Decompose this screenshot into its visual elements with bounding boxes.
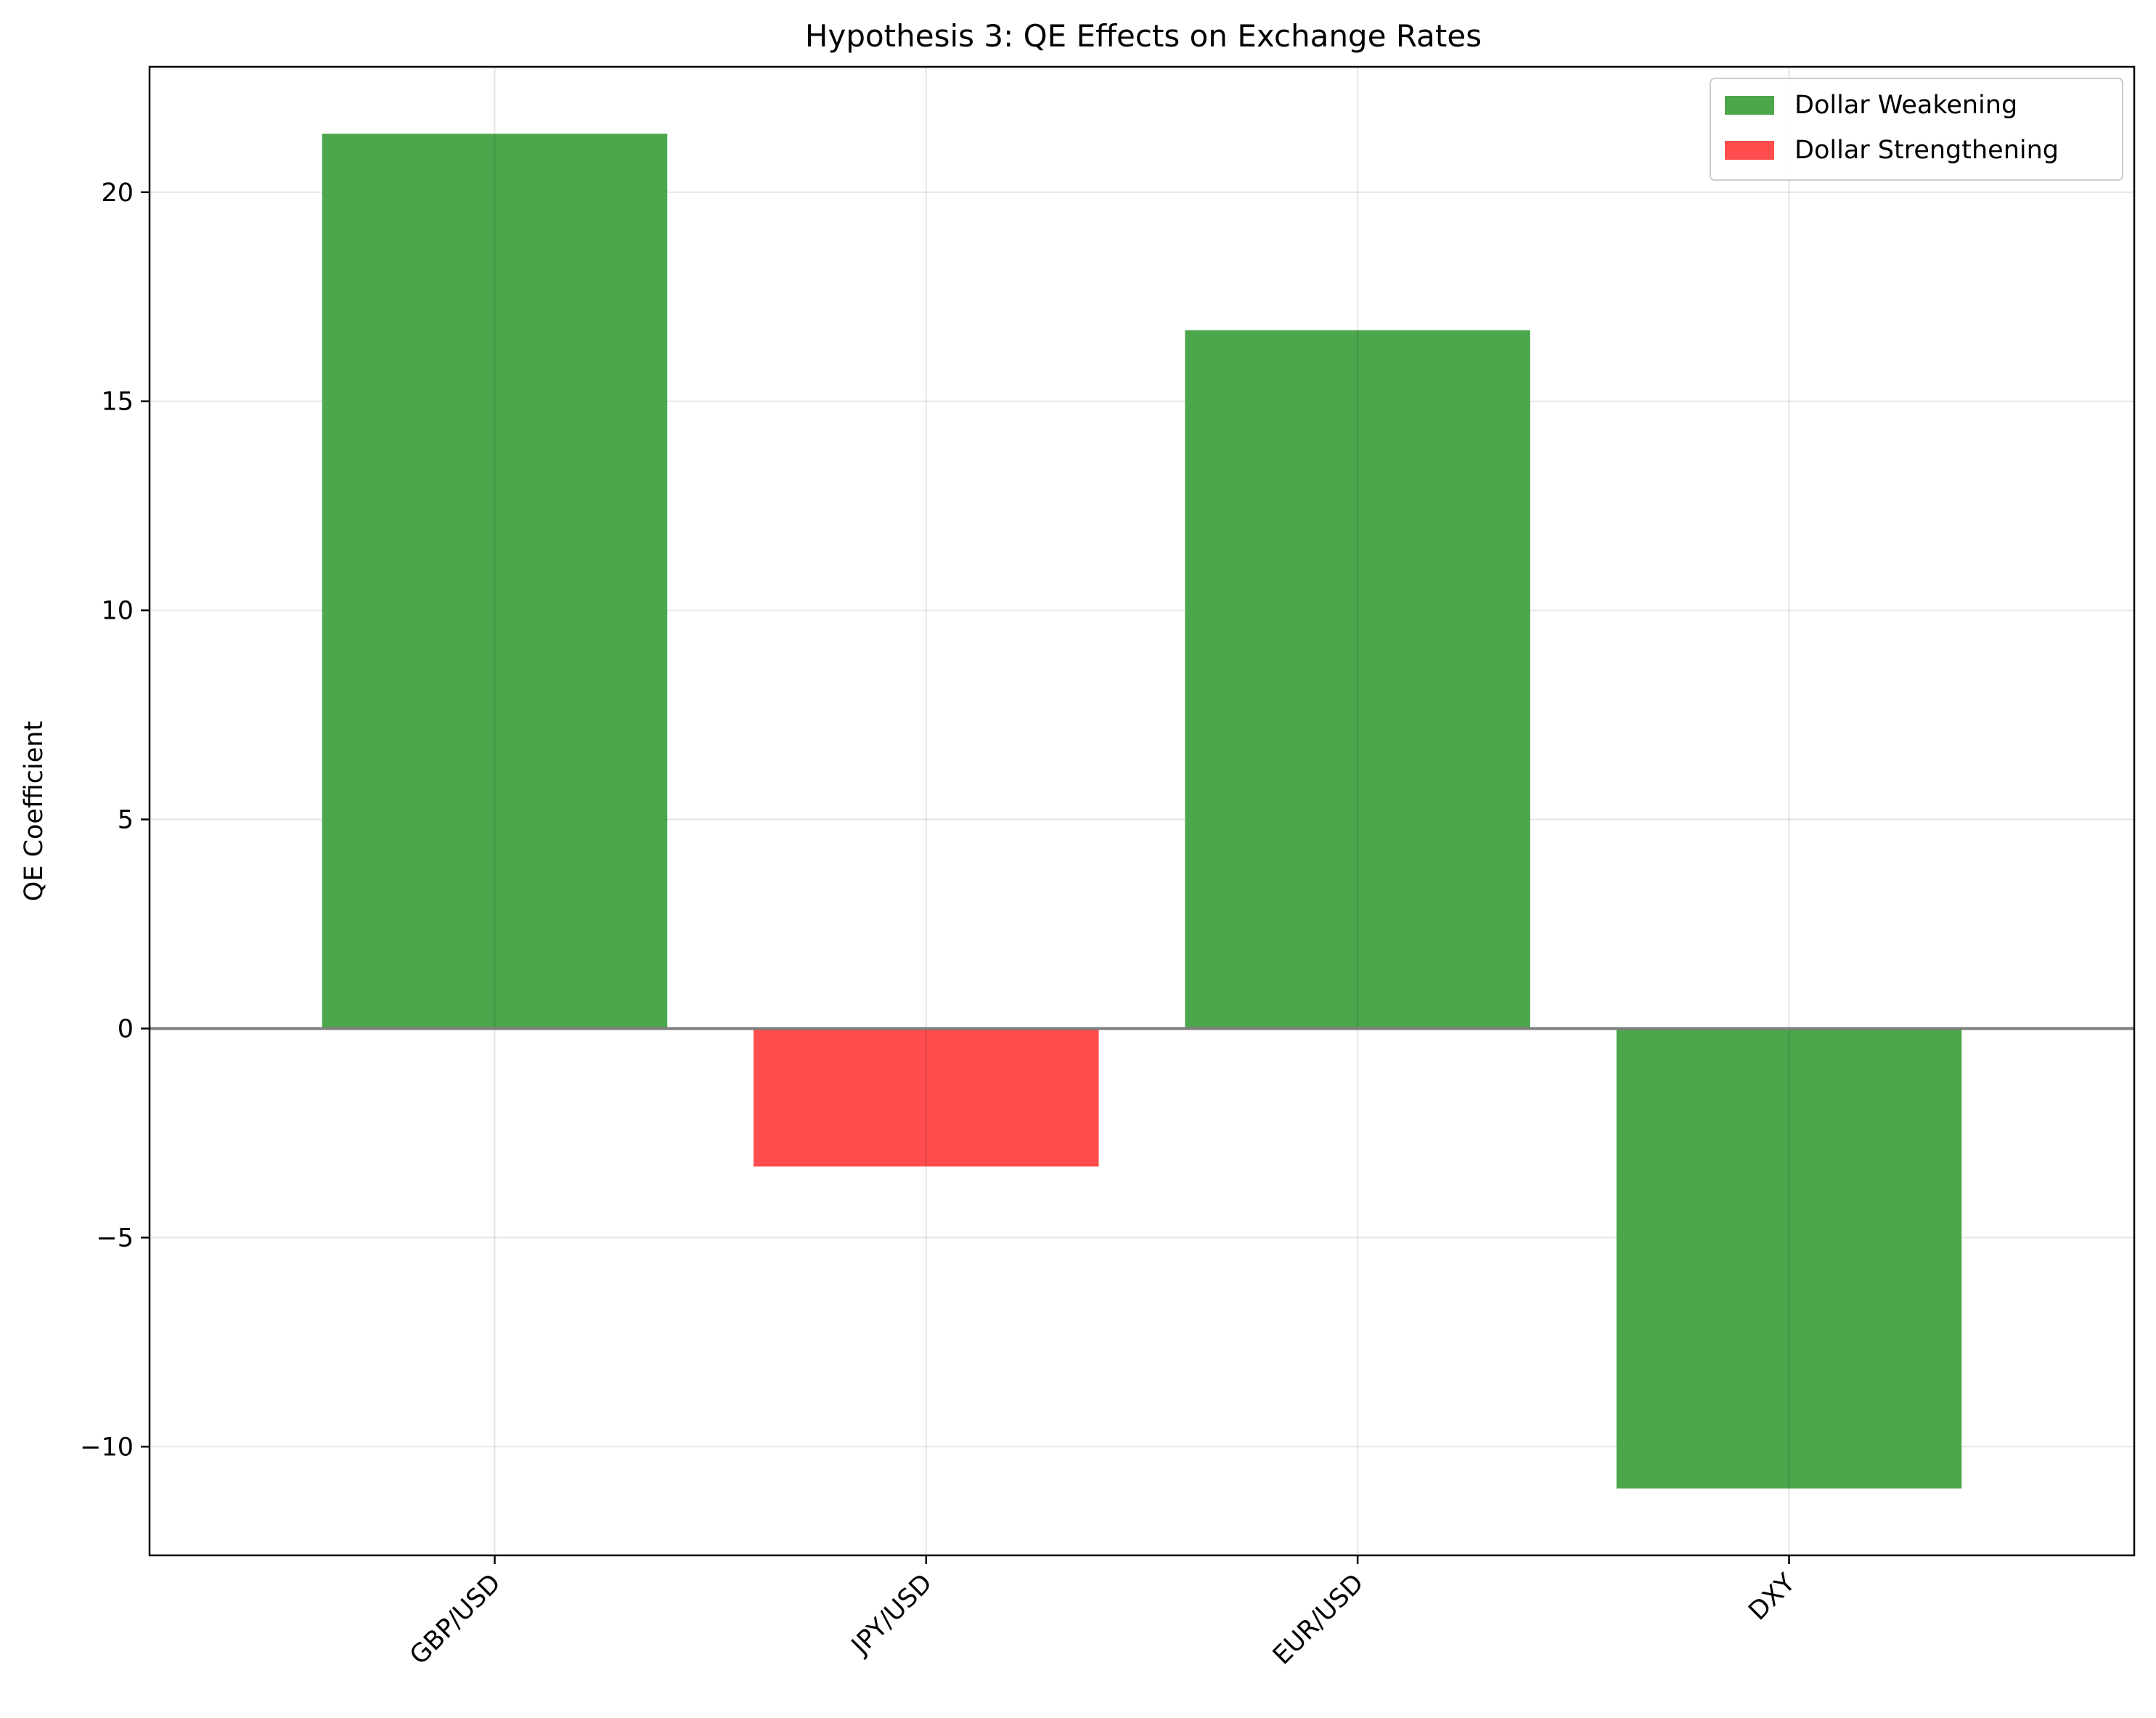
chart-title: Hypothesis 3: QE Effects on Exchange Rat… [805,18,1482,54]
bar [1616,1028,1962,1489]
bar [322,134,668,1029]
bar [1185,330,1530,1029]
y-axis-ticks: −10 −5 0 5 10 15 20 [80,179,150,1462]
legend-swatch [1725,96,1774,115]
y-tick-label: 5 [118,806,134,835]
plot-area-frame [148,65,2136,1557]
legend-box [1710,78,2123,181]
y-tick-label: 0 [118,1014,134,1043]
bars [322,67,1962,1555]
legend-label: Dollar Weakening [1794,91,2017,120]
y-tick-label: 20 [101,179,134,208]
y-tick-label: 15 [101,388,134,417]
legend-swatch [1725,141,1774,160]
y-tick-label: −5 [96,1224,134,1253]
legend: Dollar Weakening Dollar Strengthening [1710,78,2123,181]
legend-entries: Dollar Weakening Dollar Strengthening [1725,91,2059,165]
y-axis-label: QE Coefficient [20,721,49,901]
y-tick-label: 10 [101,597,134,626]
legend-label: Dollar Strengthening [1794,136,2059,165]
y-tick-label: −10 [80,1433,134,1462]
bar [754,1028,1099,1167]
